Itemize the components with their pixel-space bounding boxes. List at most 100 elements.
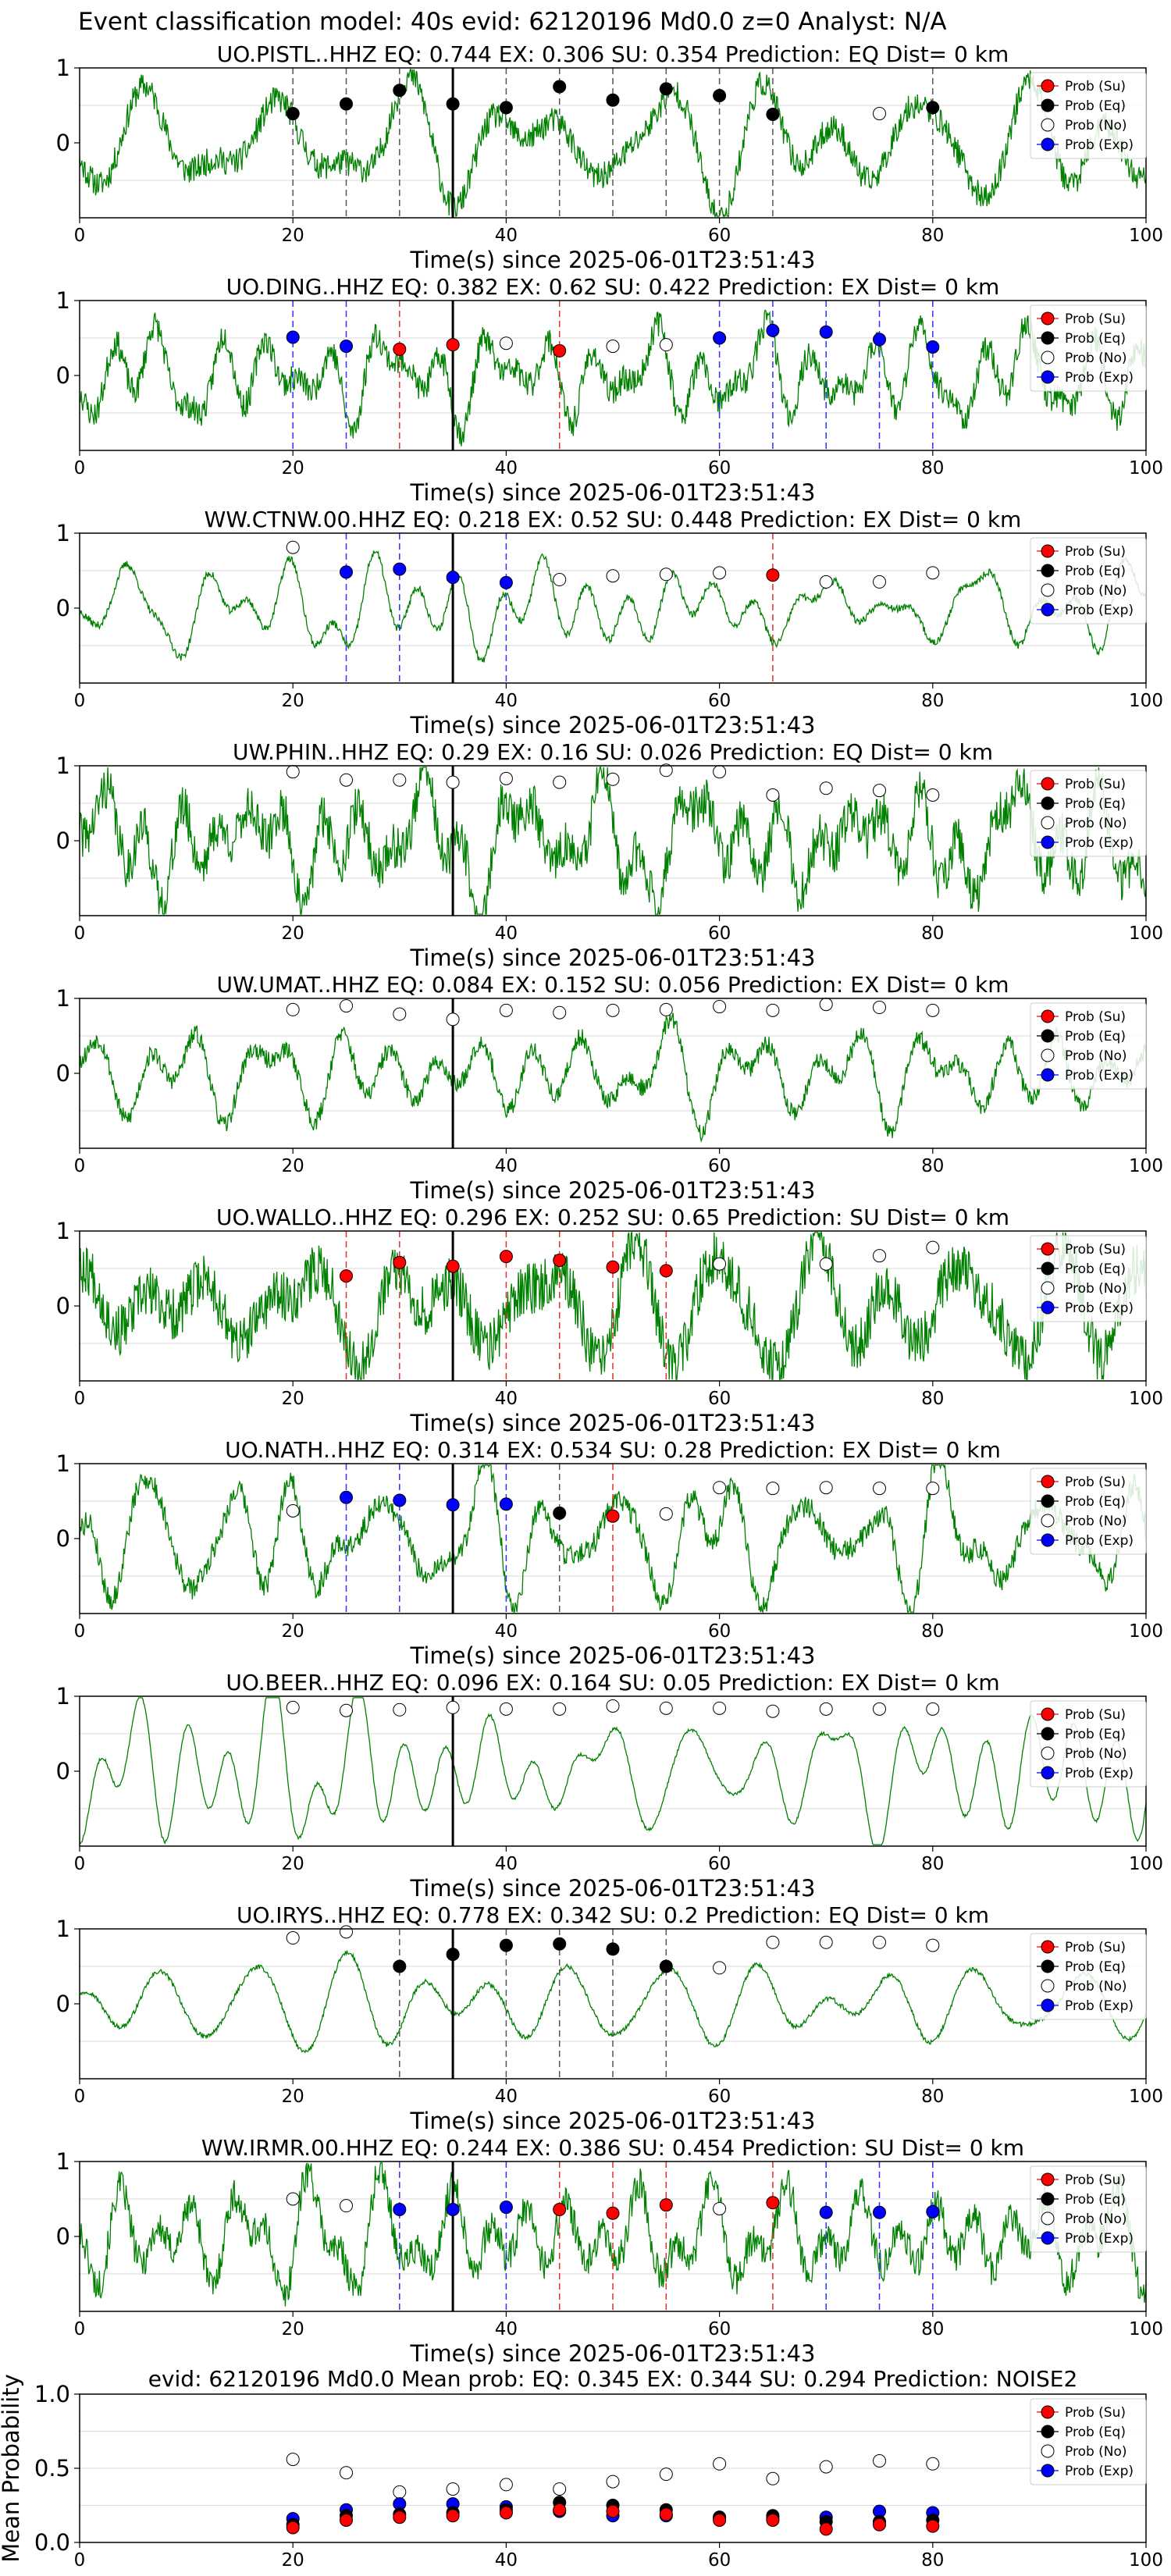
axes-frame [79, 1695, 1147, 1847]
prob-point-no [819, 1702, 833, 1716]
prob-point-exp [393, 2202, 407, 2216]
prob-point-no [286, 1700, 300, 1714]
prob-point-exp [819, 325, 833, 339]
x-tick-label: 20 [282, 2319, 304, 2339]
prob-point-no [713, 2201, 727, 2215]
legend-label: Prob (Su) [1065, 79, 1126, 94]
x-tick-label: 100 [1129, 923, 1163, 944]
prob-point-eq [926, 101, 940, 115]
legend-marker [1041, 1514, 1055, 1528]
x-tick-label: 0 [74, 458, 86, 479]
prob-point-no [873, 575, 886, 589]
prob-point-no [713, 765, 727, 779]
prob-point-su [553, 2202, 567, 2216]
legend-marker [1041, 1068, 1055, 1082]
prob-point-exp [873, 2205, 886, 2219]
prob-point-eq [340, 97, 353, 111]
panel-title: UW.PHIN..HHZ EQ: 0.29 EX: 0.16 SU: 0.026… [233, 739, 993, 765]
y-tick-label: 1 [56, 1916, 70, 1942]
prob-point-su [340, 1269, 353, 1283]
panel-title: UO.DING..HHZ EQ: 0.382 EX: 0.62 SU: 0.42… [226, 274, 1000, 300]
legend-marker [1041, 98, 1055, 112]
x-axis-label: Time(s) since 2025-06-01T23:51:43 [410, 1642, 816, 1669]
legend-label: Prob (Su) [1065, 777, 1126, 792]
prob-point-no [713, 566, 727, 580]
prob-point-su [393, 342, 407, 356]
mean-point-no [606, 2475, 620, 2489]
y-tick-label: 1 [56, 985, 70, 1012]
x-tick-label: 60 [708, 458, 731, 479]
y-tick-label: 0 [56, 362, 70, 389]
y-tick-label: 1 [56, 2148, 70, 2175]
x-tick-label: 100 [1129, 2550, 1163, 2571]
mean-point-su [446, 2509, 460, 2523]
legend-label: Prob (No) [1065, 1746, 1127, 1762]
legend-marker [1041, 1281, 1055, 1295]
station-panel: UO.WALLO..HHZ EQ: 0.296 EX: 0.252 SU: 0.… [56, 1204, 1163, 1436]
legend-label: Prob (No) [1065, 1281, 1127, 1297]
x-tick-label: 80 [921, 2550, 944, 2571]
prob-point-no [286, 1931, 300, 1945]
legend-marker [1041, 1707, 1055, 1721]
x-tick-label: 60 [708, 2087, 731, 2107]
x-tick-label: 80 [921, 1854, 944, 1874]
x-tick-label: 40 [495, 2087, 518, 2107]
y-axis-label: Mean Probability [0, 2374, 24, 2563]
x-tick-label: 100 [1129, 691, 1163, 711]
legend-label: Prob (Exp) [1065, 1068, 1134, 1083]
prob-point-no [926, 1702, 940, 1716]
prob-point-no [499, 336, 513, 350]
legend-marker [1041, 350, 1055, 365]
legend-label: Prob (Exp) [1065, 603, 1134, 618]
prob-point-exp [393, 1493, 407, 1507]
station-panel: UW.UMAT..HHZ EQ: 0.084 EX: 0.152 SU: 0.0… [56, 972, 1163, 1204]
x-tick-label: 80 [921, 226, 944, 246]
legend-marker [1041, 1533, 1055, 1547]
legend-marker [1041, 1494, 1055, 1508]
y-tick-label: 0 [56, 1525, 70, 1552]
legend-label: Prob (Exp) [1065, 2464, 1134, 2479]
legend-box [1030, 1235, 1147, 1322]
prob-point-no [659, 1002, 673, 1016]
panel-title: WW.CTNW.00.HHZ EQ: 0.218 EX: 0.52 SU: 0.… [205, 507, 1022, 532]
panel-title: UO.NATH..HHZ EQ: 0.314 EX: 0.534 SU: 0.2… [225, 1437, 1001, 1463]
prob-point-no [873, 1249, 886, 1263]
prob-point-no [340, 999, 353, 1013]
prob-point-no [393, 1703, 407, 1717]
prob-point-no [553, 573, 567, 587]
mean-point-su [873, 2517, 886, 2532]
x-tick-label: 20 [282, 2087, 304, 2107]
x-tick-label: 40 [495, 1621, 518, 1642]
prob-point-exp [340, 1490, 353, 1504]
legend-label: Prob (Su) [1065, 1009, 1126, 1025]
prob-point-no [553, 1702, 567, 1716]
prob-point-no [713, 1961, 727, 1975]
x-tick-label: 80 [921, 1389, 944, 1409]
prob-point-exp [446, 2202, 460, 2216]
legend-marker [1041, 1242, 1055, 1256]
x-axis-label: Time(s) since 2025-06-01T23:51:43 [410, 247, 816, 273]
y-tick-label: 1 [56, 1683, 70, 1710]
axes-frame [79, 998, 1147, 1149]
x-tick-label: 100 [1129, 1854, 1163, 1874]
prob-point-exp [713, 331, 727, 345]
mean-point-su [659, 2507, 673, 2521]
legend-label: Prob (Su) [1065, 1707, 1126, 1723]
legend-label: Prob (No) [1065, 1979, 1127, 1994]
legend-marker [1041, 603, 1055, 617]
prob-point-exp [926, 340, 940, 354]
x-tick-label: 100 [1129, 2087, 1163, 2107]
prob-point-no [819, 575, 833, 589]
x-tick-label: 60 [708, 2319, 731, 2339]
waveform-trace [79, 1231, 1147, 1380]
legend-marker [1041, 1940, 1055, 1954]
station-panel: UO.NATH..HHZ EQ: 0.314 EX: 0.534 SU: 0.2… [56, 1437, 1163, 1669]
mean-point-no [713, 2457, 727, 2471]
prob-point-exp [340, 340, 353, 354]
x-tick-label: 20 [282, 691, 304, 711]
x-tick-label: 40 [495, 691, 518, 711]
panel-title: UO.IRYS..HHZ EQ: 0.778 EX: 0.342 SU: 0.2… [237, 1902, 989, 1928]
legend-label: Prob (Eq) [1065, 2192, 1126, 2208]
mean-point-su [499, 2506, 513, 2520]
prob-point-no [340, 773, 353, 787]
